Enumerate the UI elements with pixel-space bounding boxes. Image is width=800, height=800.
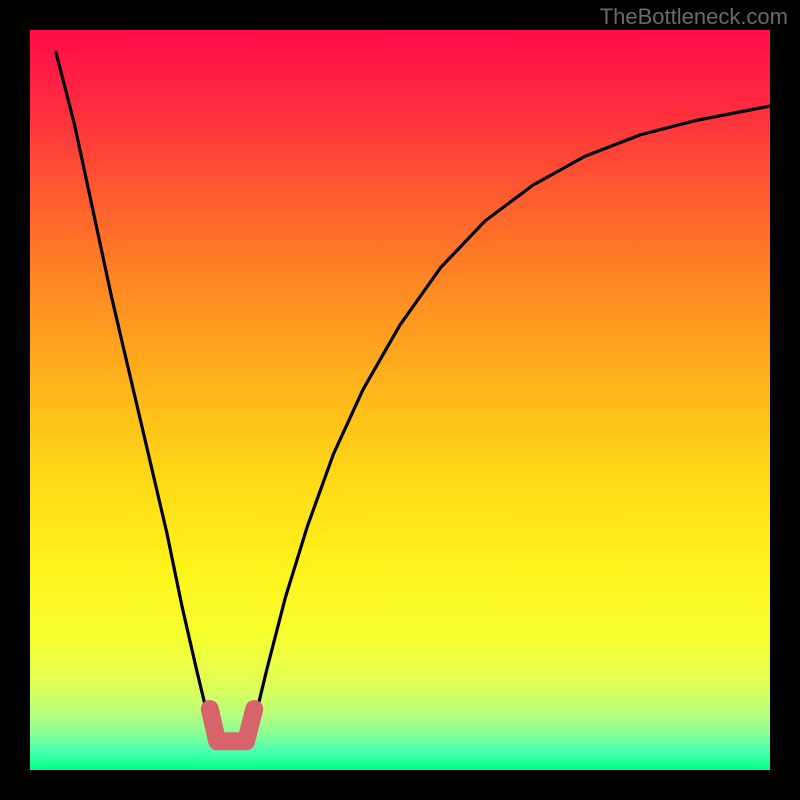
optimal-marker <box>210 709 254 741</box>
watermark-text: TheBottleneck.com <box>600 4 788 30</box>
bottleneck-curve <box>56 52 770 734</box>
chart-container: TheBottleneck.com <box>0 0 800 800</box>
curve-layer <box>30 30 770 770</box>
plot-area <box>30 30 770 770</box>
